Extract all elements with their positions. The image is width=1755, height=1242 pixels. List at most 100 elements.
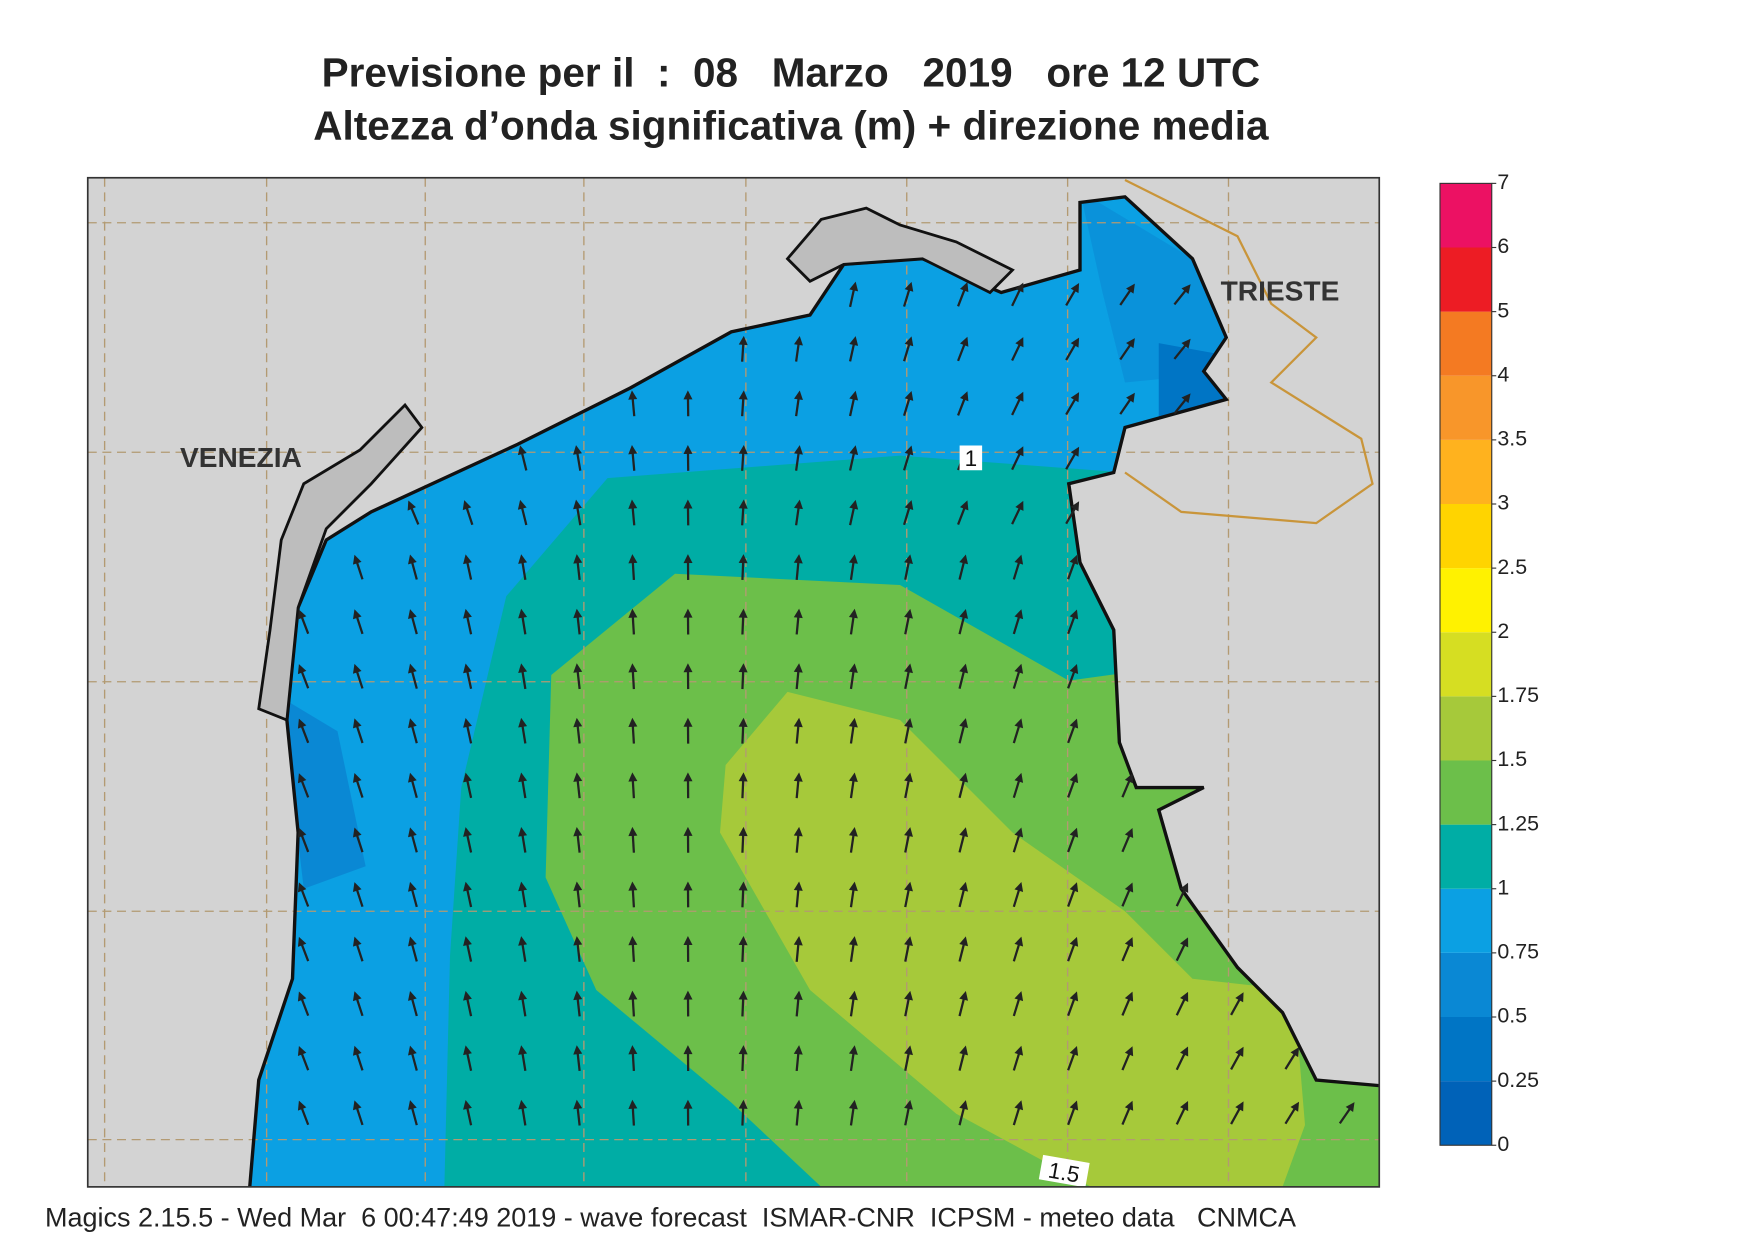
arrow-head <box>959 1100 969 1110</box>
arrow <box>463 772 473 799</box>
colorbar-band <box>1440 311 1492 376</box>
arrow-head <box>628 663 638 673</box>
arrow-shaft <box>631 615 636 635</box>
arrow-head <box>628 608 638 618</box>
arrow-shaft <box>848 287 856 308</box>
arrow-head <box>1124 882 1134 893</box>
arrow-head <box>794 390 803 401</box>
arrow-head <box>352 663 362 674</box>
arrow-head <box>793 881 803 891</box>
arrow-head <box>408 1100 417 1111</box>
arrow-head <box>628 717 638 728</box>
arrow-shaft <box>1175 942 1187 962</box>
arrow <box>1175 991 1189 1016</box>
colorbar-band <box>1440 568 1492 633</box>
arrow <box>518 554 528 580</box>
arrow-head <box>1126 392 1135 403</box>
arrow <box>1175 1046 1189 1071</box>
arrow-head <box>1069 827 1079 838</box>
arrow <box>628 499 638 526</box>
arrow <box>1119 283 1135 306</box>
arrow-shaft <box>1065 288 1077 307</box>
arrow <box>848 445 859 471</box>
arrow-shaft <box>957 397 967 416</box>
arrow-shaft <box>521 669 527 690</box>
arrow <box>297 827 310 853</box>
arrow-shaft <box>410 560 418 580</box>
arrow-shaft <box>741 1106 745 1126</box>
arrow <box>738 554 748 580</box>
arrow <box>628 826 638 853</box>
arrow <box>352 1045 364 1071</box>
arrow <box>573 1099 583 1126</box>
arrow-head <box>408 827 417 838</box>
arrow-shaft <box>795 1106 800 1126</box>
arrow-head <box>463 1045 472 1056</box>
arrow-shaft <box>795 833 800 853</box>
arrow <box>848 936 858 962</box>
arrow-head <box>1014 991 1024 1002</box>
arrow-shaft <box>355 615 364 635</box>
arrow-head <box>794 335 803 346</box>
colorbar-band <box>1440 888 1492 953</box>
arrow-shaft <box>902 342 911 362</box>
arrow-shaft <box>795 615 800 635</box>
arrow-head <box>683 936 693 946</box>
arrow-head <box>848 936 858 946</box>
arrow-head <box>1014 1100 1024 1111</box>
wave-direction-arrows <box>297 281 1355 1126</box>
arrow <box>352 663 364 689</box>
arrow-head <box>352 991 362 1002</box>
arrow <box>793 1099 803 1126</box>
colorbar-band <box>1440 1081 1492 1146</box>
arrow-head <box>518 881 528 892</box>
arrow <box>958 1045 969 1071</box>
arrow <box>1230 1046 1244 1071</box>
arrow <box>794 499 803 526</box>
arrow <box>463 1099 473 1126</box>
arrow-shaft <box>1284 1106 1297 1125</box>
arrow <box>573 1045 583 1072</box>
arrow-head <box>1069 936 1079 947</box>
arrow <box>1121 882 1134 907</box>
arrow-head <box>1180 1046 1189 1057</box>
arrow-head <box>738 772 748 782</box>
arrow-head <box>518 663 528 673</box>
arrow-head <box>683 990 693 1000</box>
arrow <box>297 773 310 798</box>
arrow-shaft <box>576 833 581 853</box>
arrow-shaft <box>1012 779 1021 798</box>
arrow-head <box>683 826 693 836</box>
arrow <box>408 1045 418 1071</box>
arrow <box>1284 1047 1300 1070</box>
colorbar-band <box>1440 247 1492 312</box>
colorbar-label: 1.75 <box>1497 683 1539 707</box>
arrow <box>738 772 748 799</box>
arrow <box>793 554 803 580</box>
arrow-head <box>573 772 583 782</box>
arrow-shaft <box>741 833 745 853</box>
arrow-head <box>1014 663 1024 674</box>
arrow <box>1012 1100 1024 1126</box>
arrow-head <box>297 1100 307 1111</box>
arrow <box>683 1045 693 1072</box>
arrow-shaft <box>631 397 636 417</box>
arrow-head <box>1014 827 1024 838</box>
arrow-head <box>794 445 803 455</box>
arrow-head <box>408 772 417 783</box>
arrow-shaft <box>849 778 855 799</box>
arrow-shaft <box>795 342 800 362</box>
arrow-shaft <box>465 997 473 1017</box>
arrow-head <box>352 1100 362 1111</box>
arrow-head <box>1235 1046 1244 1057</box>
arrow-shaft <box>1175 888 1187 907</box>
arrow <box>958 827 969 853</box>
arrow <box>1121 827 1134 853</box>
arrow-head <box>518 827 528 837</box>
arrow-head <box>904 445 914 456</box>
arrow-head <box>1180 991 1189 1002</box>
arrow-head <box>959 1045 969 1056</box>
arrow-shaft <box>904 1051 911 1071</box>
arrow-shaft <box>1067 615 1076 635</box>
arrow-head <box>683 1099 693 1109</box>
